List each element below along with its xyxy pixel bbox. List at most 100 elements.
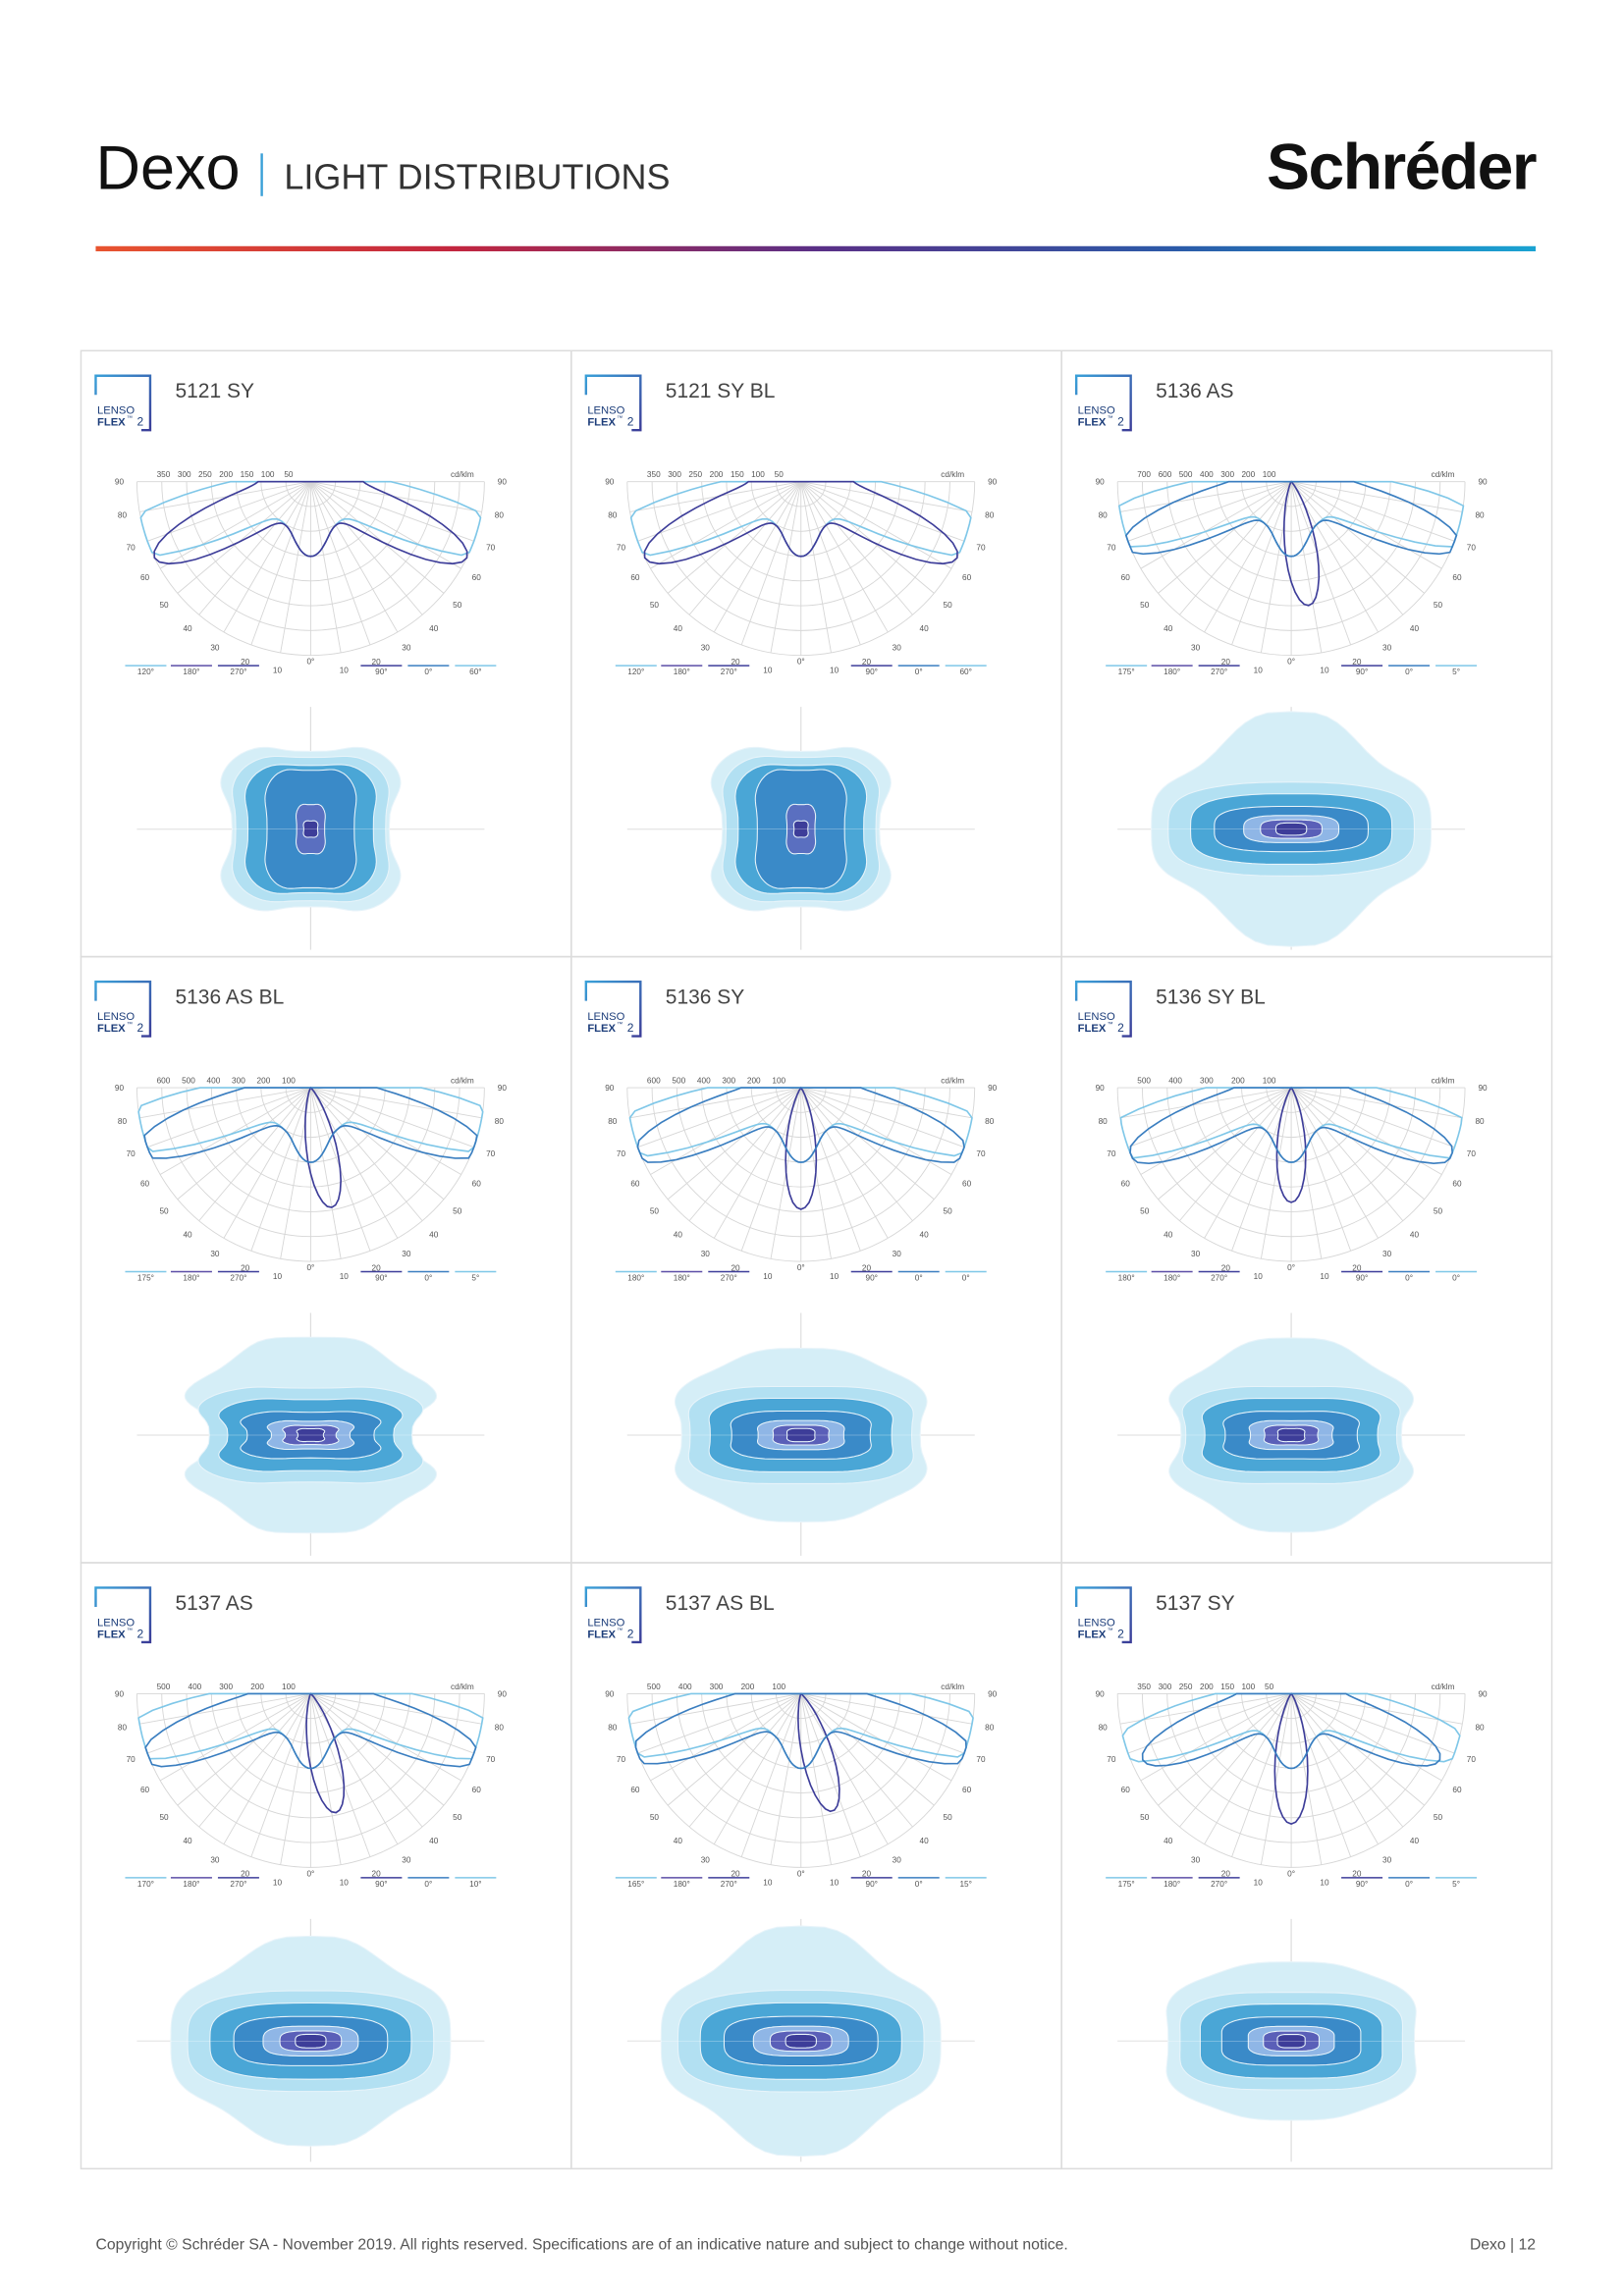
angle-label: 90 bbox=[115, 1084, 125, 1093]
angle-label: 30 bbox=[1191, 1250, 1201, 1258]
angle-label: 80 bbox=[985, 1117, 995, 1126]
angle-label: 40 bbox=[920, 1230, 930, 1239]
polar-spoke bbox=[310, 1087, 461, 1175]
angle-label: 90 bbox=[498, 1084, 508, 1093]
polar-spoke bbox=[310, 1693, 474, 1754]
polar-spoke bbox=[688, 1087, 802, 1221]
polar-spoke bbox=[800, 1693, 913, 1828]
legend-label: 10° bbox=[469, 1880, 481, 1889]
intensity-label: 250 bbox=[198, 470, 212, 479]
footer-page: Dexo | 12 bbox=[1470, 2237, 1536, 2254]
polar-curve-c90 bbox=[305, 1692, 346, 1814]
polar-spoke bbox=[310, 1693, 423, 1828]
polar-spoke bbox=[146, 1087, 311, 1148]
logo-frame bbox=[584, 980, 642, 1038]
angle-label: 40 bbox=[183, 1230, 192, 1239]
intensity-label: 50 bbox=[775, 470, 785, 479]
polar-spoke bbox=[198, 1087, 311, 1221]
intensity-label: 200 bbox=[741, 1682, 755, 1691]
angle-label: 20 bbox=[731, 658, 740, 667]
angle-label: 20 bbox=[241, 1263, 250, 1272]
legend-label: 0° bbox=[424, 1274, 432, 1283]
angle-label: 60 bbox=[962, 573, 972, 582]
polar-spoke bbox=[310, 1087, 423, 1221]
polar-spoke bbox=[1204, 1693, 1292, 1844]
legend-label: 90° bbox=[375, 1274, 387, 1283]
polar-spoke bbox=[800, 481, 973, 512]
angle-label: 50 bbox=[453, 1813, 462, 1822]
logo-number: 2 bbox=[627, 1021, 634, 1035]
polar-spoke bbox=[1290, 1087, 1323, 1259]
angle-label: 20 bbox=[862, 658, 872, 667]
angle-label: 90 bbox=[498, 478, 508, 487]
intensity-label: 100 bbox=[1241, 1682, 1255, 1691]
angle-label: 40 bbox=[1410, 624, 1420, 633]
legend-label: 0° bbox=[424, 1880, 432, 1889]
polar-spoke bbox=[1290, 1087, 1379, 1239]
intensity-label: 400 bbox=[1200, 470, 1214, 479]
angle-label: 10 bbox=[1320, 1272, 1329, 1281]
polar-spoke bbox=[146, 1693, 311, 1754]
angle-label: 70 bbox=[486, 543, 496, 552]
angle-label: 70 bbox=[1107, 543, 1116, 552]
polar-spoke bbox=[713, 1087, 802, 1239]
angle-label: 80 bbox=[495, 1117, 505, 1126]
angle-label: 20 bbox=[241, 658, 250, 667]
polar-spoke bbox=[1231, 481, 1292, 646]
intensity-label: 200 bbox=[1231, 1077, 1245, 1086]
polar-spoke bbox=[1179, 1693, 1292, 1828]
angle-label: 30 bbox=[210, 1855, 220, 1864]
polar-spoke bbox=[310, 1692, 482, 1725]
intensity-label: 200 bbox=[250, 1682, 264, 1691]
polar-spoke bbox=[650, 1693, 801, 1782]
intensity-label: 100 bbox=[261, 470, 275, 479]
angle-zero: 0° bbox=[797, 1869, 805, 1878]
legend-label: 90° bbox=[375, 667, 387, 676]
angle-label: 10 bbox=[830, 667, 839, 675]
legend-label: 175° bbox=[1118, 667, 1135, 676]
legend-label: 180° bbox=[183, 1880, 199, 1889]
intensity-label: 600 bbox=[157, 1077, 171, 1086]
intensity-label: 100 bbox=[751, 470, 765, 479]
polar-spoke bbox=[1291, 1087, 1463, 1119]
angle-label: 70 bbox=[1467, 1149, 1477, 1158]
angle-label: 70 bbox=[1467, 1755, 1477, 1764]
logo-flex: FLEX bbox=[587, 417, 616, 429]
intensity-label: 300 bbox=[1159, 1682, 1172, 1691]
angle-label: 30 bbox=[1191, 1855, 1201, 1864]
angle-label: 40 bbox=[674, 1230, 683, 1239]
angle-label: 40 bbox=[674, 1837, 683, 1845]
angle-label: 70 bbox=[976, 1755, 986, 1764]
polar-spoke bbox=[1290, 481, 1404, 615]
polar-spoke bbox=[713, 1693, 802, 1844]
angle-label: 70 bbox=[976, 543, 986, 552]
polar-spoke bbox=[223, 1087, 311, 1239]
intensity-label: 100 bbox=[1263, 470, 1276, 479]
polar-spoke bbox=[667, 1087, 802, 1201]
legend-label: 180° bbox=[183, 1274, 199, 1283]
angle-label: 60 bbox=[1121, 573, 1131, 582]
intensity-label: 300 bbox=[1220, 470, 1234, 479]
logo-flex: FLEX bbox=[1078, 1629, 1107, 1640]
intensity-label: 100 bbox=[282, 1682, 296, 1691]
angle-label: 80 bbox=[495, 511, 505, 520]
polar-spoke bbox=[309, 1087, 342, 1259]
polar-spoke bbox=[309, 1693, 342, 1865]
polar-spoke bbox=[1290, 1087, 1404, 1221]
polar-spoke bbox=[688, 1693, 802, 1828]
intensity-label: 150 bbox=[241, 470, 254, 479]
polar-spoke bbox=[1290, 481, 1455, 542]
polar-spoke bbox=[1179, 481, 1292, 615]
legend-label: 170° bbox=[137, 1880, 154, 1889]
angle-label: 20 bbox=[1352, 1263, 1362, 1272]
intensity-label: 200 bbox=[710, 470, 724, 479]
logo-lenso: LENSO bbox=[587, 1011, 624, 1023]
legend-label: 165° bbox=[627, 1880, 644, 1889]
angle-label: 90 bbox=[605, 478, 615, 487]
logo-lenso: LENSO bbox=[587, 405, 624, 417]
intensity-label: 200 bbox=[219, 470, 233, 479]
angle-label: 10 bbox=[763, 1272, 773, 1281]
logo-frame bbox=[94, 1586, 152, 1644]
angle-label: 10 bbox=[273, 1272, 283, 1281]
